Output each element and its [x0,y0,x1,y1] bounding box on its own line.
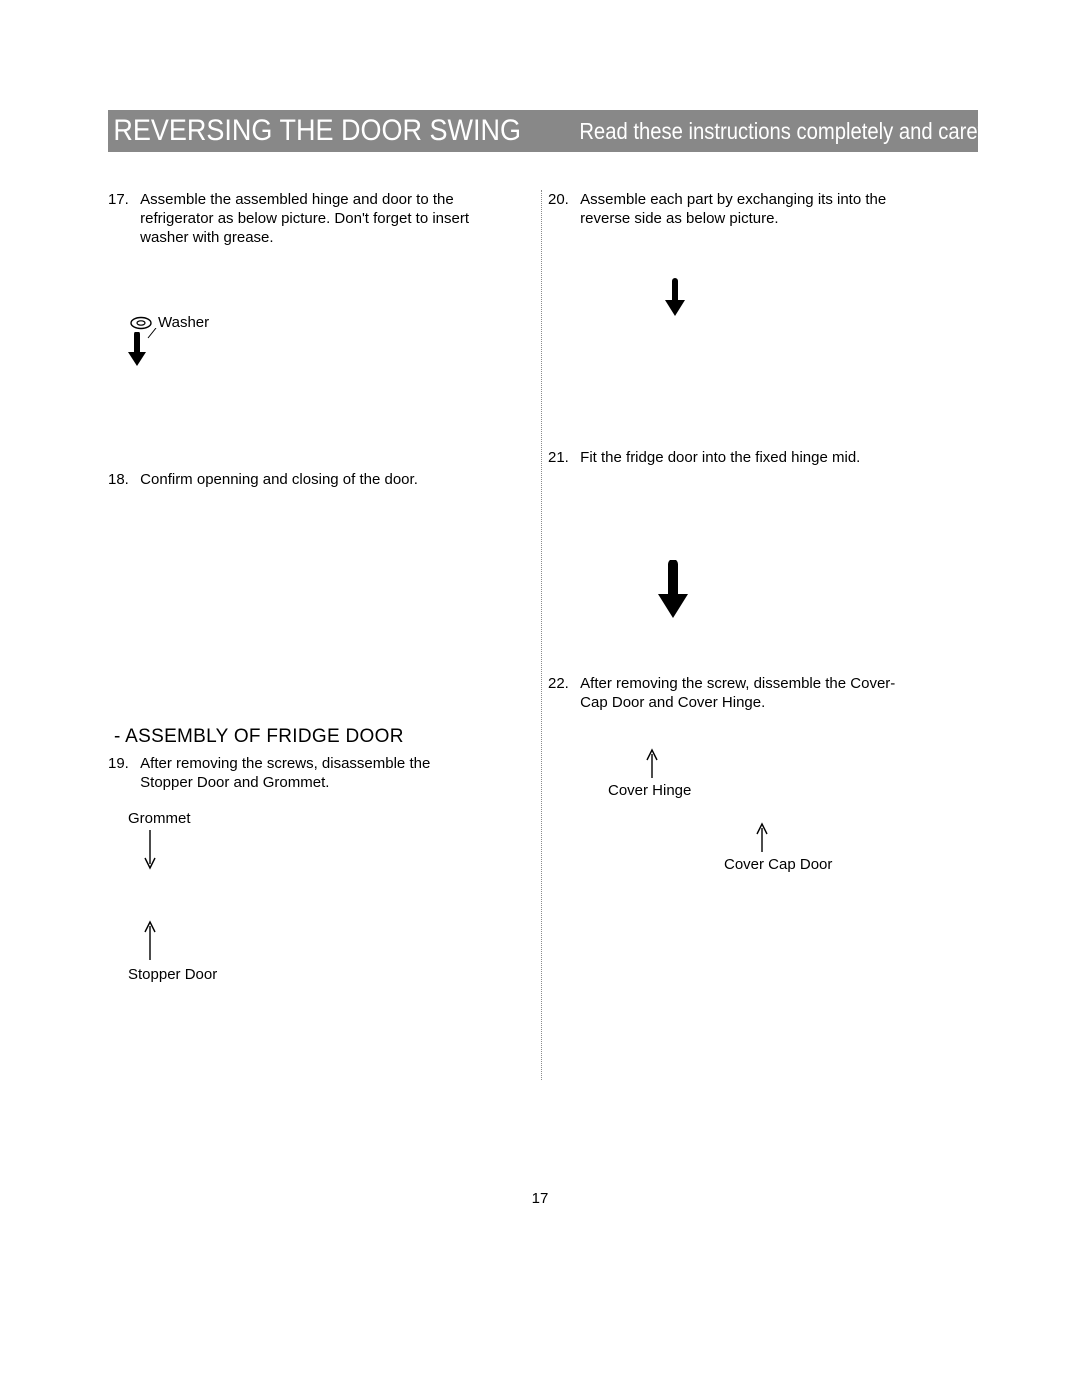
header-subtitle: Read these instructions completely and c… [567,118,1014,145]
step-number: 20. [548,190,576,209]
content-area: 17. Assemble the assembled hinge and doo… [108,190,978,1190]
step-number: 21. [548,448,576,467]
step-text: Assemble the assembled hinge and door to… [140,190,480,247]
step-22: 22. After removing the screw, dissemble … [548,674,920,712]
page-number: 17 [0,1190,1080,1207]
step-text: After removing the screw, dissemble the … [580,674,920,712]
step-number: 18. [108,470,136,489]
arrow-down-thin-icon [144,830,156,870]
arrow-down-icon [656,560,690,622]
cover-cap-door-label: Cover Cap Door [724,856,832,873]
step-text: Confirm openning and closing of the door… [140,470,480,489]
arrow-up-thin-icon [756,822,768,852]
column-divider [541,190,542,1080]
step-text: After removing the screws, disassemble t… [140,754,480,792]
step-18: 18. Confirm openning and closing of the … [108,470,480,489]
step-text: Fit the fridge door into the fixed hinge… [580,448,920,467]
step-number: 22. [548,674,576,693]
header-title: REVERSING THE DOOR SWING [108,114,521,148]
step-text: Assemble each part by exchanging its int… [580,190,920,228]
step-20: 20. Assemble each part by exchanging its… [548,190,978,228]
step-21: 21. Fit the fridge door into the fixed h… [548,448,920,467]
arrow-up-thin-icon [646,748,658,778]
section-heading: - ASSEMBLY OF FRIDGE DOOR [114,726,404,748]
manual-page: REVERSING THE DOOR SWING Read these inst… [0,0,1080,1397]
step-number: 17. [108,190,136,209]
washer-label: Washer [158,314,209,331]
step-number: 19. [108,754,136,773]
step-17: 17. Assemble the assembled hinge and doo… [108,190,538,247]
step-19: 19. After removing the screws, disassemb… [108,754,480,792]
grommet-label: Grommet [128,810,191,827]
left-column: 17. Assemble the assembled hinge and doo… [108,190,538,257]
arrow-down-icon [663,278,687,318]
header-bar: REVERSING THE DOOR SWING Read these inst… [108,110,978,152]
right-column: 20. Assemble each part by exchanging its… [548,190,978,238]
stopper-door-label: Stopper Door [128,966,217,983]
arrow-up-thin-icon [144,920,156,960]
cover-hinge-label: Cover Hinge [608,782,691,799]
arrow-down-icon [126,332,148,368]
